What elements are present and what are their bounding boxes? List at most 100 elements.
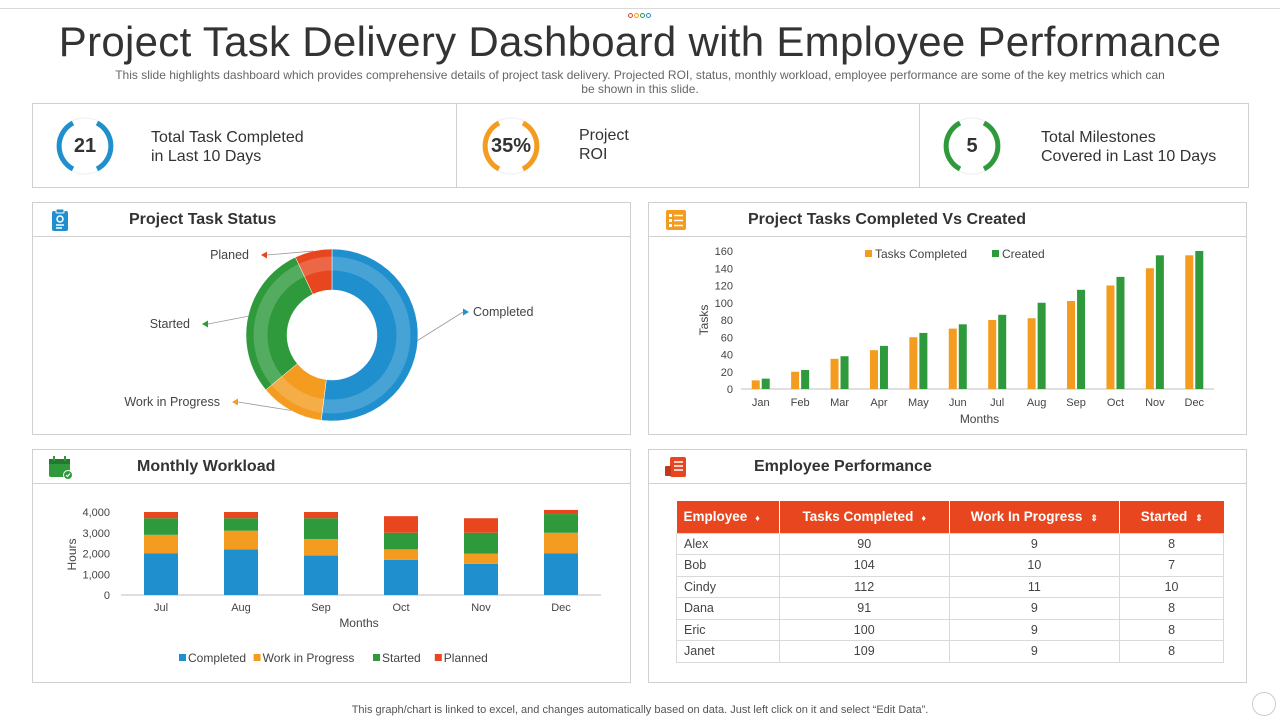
bar-created (998, 314, 1007, 389)
bar-tasks-completed (1106, 285, 1115, 389)
donut-slice-started (245, 256, 314, 391)
panel-title: Employee Performance (754, 458, 932, 475)
donut-slice-completed (320, 248, 419, 422)
donut-highlight-ring (253, 256, 411, 414)
sort-icon[interactable]: ♦ (921, 513, 926, 524)
kpi-project-roi[interactable]: 35% Project ROI (457, 104, 920, 187)
kpi-row: 21 Total Task Completed in Last 10 Days … (32, 103, 1249, 188)
sort-icon[interactable]: ♦ (755, 513, 760, 524)
leader-line (207, 315, 249, 325)
bar-tasks-completed (1027, 318, 1036, 389)
bar-created (840, 356, 849, 389)
completed-vs-created-chart[interactable]: 0 20 40 60 80 100 120 140 160 Jan Feb Mar Apr May Jun J… (649, 203, 1248, 436)
panel-employee-performance: Employee Performance Employee ♦ Tasks Com… (648, 449, 1247, 683)
top-divider (0, 8, 1280, 9)
x-tick-label: May (908, 397, 929, 409)
stack-segment-work-in-progress (144, 534, 178, 554)
table-row[interactable]: Bob 104 10 7 (676, 554, 1224, 577)
x-tick-label: Aug (1027, 397, 1047, 409)
y-tick-label: 140 (715, 263, 733, 275)
x-axis-title: Months (339, 616, 378, 630)
stack-segment-completed (544, 553, 578, 595)
legend-swatch (373, 654, 380, 661)
legend-swatch (992, 250, 999, 257)
panel-completed-vs-created: Project Tasks Completed Vs Created 0 20 40… (648, 202, 1247, 435)
donut-label: Planed (210, 248, 249, 262)
performance-doc-icon (665, 457, 686, 477)
x-tick-label: Dec (1185, 397, 1205, 409)
donut-chart[interactable]: Completed Work in Progress Started Planed (33, 203, 632, 436)
table-row[interactable]: Janet 109 9 8 (676, 640, 1224, 663)
stack-segment-started (144, 518, 178, 535)
legend-label: Tasks Completed (875, 247, 967, 261)
kpi-milestones[interactable]: 5 Total Milestones Covered in Last 10 Da… (920, 104, 1248, 187)
corner-decoration (1252, 692, 1276, 716)
bar-tasks-completed (869, 350, 878, 389)
legend-label: Created (1002, 247, 1045, 261)
column-header-started[interactable]: Started ⇕ (1119, 501, 1224, 533)
y-axis-title: Tasks (697, 305, 711, 336)
x-axis-title: Months (960, 412, 999, 426)
sort-icon[interactable]: ⇕ (1090, 513, 1098, 524)
bar-created (761, 378, 770, 389)
panel-title: Project Tasks Completed Vs Created (748, 211, 1027, 228)
stack-segment-planned (224, 512, 258, 519)
stack-segment-started (384, 532, 418, 550)
stack-segment-planned (464, 518, 498, 533)
y-tick-label: 4,000 (82, 507, 110, 519)
x-tick-label: Aug (231, 602, 251, 614)
x-tick-label: Jul (990, 397, 1004, 409)
page-title: Project Task Delivery Dashboard with Emp… (58, 18, 1222, 65)
table-row[interactable]: Cindy 112 11 10 (676, 575, 1224, 598)
legend-label: Planned (444, 651, 488, 665)
leader-line (417, 311, 464, 341)
stack-segment-started (304, 518, 338, 539)
checklist-icon (666, 210, 686, 230)
table-row[interactable]: Alex 90 9 8 (676, 532, 1224, 555)
stack-segment-planned (544, 509, 578, 515)
legend-label: Work in Progress (263, 651, 355, 665)
page-subtitle: This slide highlights dashboard which pr… (115, 68, 1165, 96)
sort-icon[interactable]: ⇕ (1195, 513, 1203, 524)
panel-project-task-status: Project Task Status Completed Work in Pro… (32, 202, 631, 435)
bar-tasks-completed (1067, 301, 1076, 389)
stack-segment-planned (144, 512, 178, 519)
kpi-tasks-completed[interactable]: 21 Total Task Completed in Last 10 Days (33, 104, 457, 187)
y-tick-label: 0 (104, 590, 110, 602)
x-tick-label: Nov (1145, 397, 1165, 409)
x-tick-label: Feb (791, 397, 810, 409)
bar-tasks-completed (830, 358, 839, 389)
column-header-employee[interactable]: Employee ♦ (676, 501, 780, 533)
bar-created (1155, 255, 1164, 389)
y-tick-label: 160 (715, 246, 733, 258)
bar-tasks-completed (988, 320, 997, 389)
bar-tasks-completed (751, 380, 760, 389)
y-tick-label: 100 (715, 298, 733, 310)
kpi-label: Total Milestones Covered in Last 10 Days (1041, 129, 1217, 165)
y-tick-label: 3,000 (82, 528, 110, 540)
bar-created (1195, 251, 1204, 389)
kpi-ring (56, 117, 114, 175)
stack-segment-work-in-progress (304, 538, 338, 556)
slide-decoration-dots (628, 5, 656, 18)
panel-title: Monthly Workload (137, 458, 276, 475)
bar-created (919, 332, 928, 389)
stack-segment-work-in-progress (544, 532, 578, 554)
bar-created (879, 345, 888, 389)
x-tick-label: Sep (311, 602, 331, 614)
table-row[interactable]: Dana 91 9 8 (676, 597, 1224, 620)
stack-segment-work-in-progress (384, 549, 418, 560)
employee-table: Employee ♦ Tasks Completed ♦ Work In Progr… (676, 501, 1224, 663)
table-row[interactable]: Eric 100 9 8 (676, 618, 1224, 641)
column-header-tasks-completed[interactable]: Tasks Completed ♦ (779, 501, 950, 533)
kpi-ring (943, 117, 1001, 175)
kpi-label: Project ROI (579, 127, 629, 163)
column-header-work-in-progress[interactable]: Work In Progress ⇕ (949, 501, 1121, 533)
legend-swatch (865, 250, 872, 257)
donut-label: Completed (473, 305, 533, 319)
stack-segment-work-in-progress (224, 530, 258, 550)
bar-created (958, 324, 967, 389)
legend-swatch (253, 654, 261, 661)
leader-arrow (261, 251, 267, 259)
